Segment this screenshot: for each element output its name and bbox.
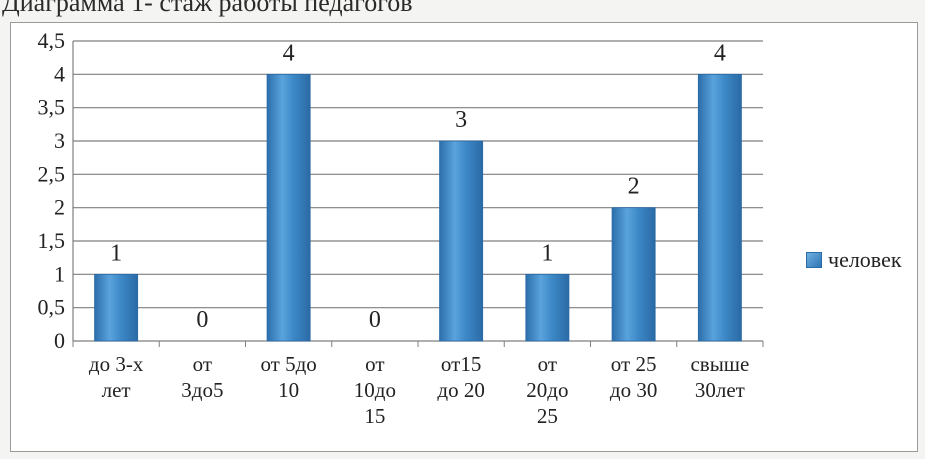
chart-frame: 0 0,5 1 1,5 2 2,5 3 3,5 4 4,5 1 0 4 0 3 1 2 4 до 3-х лет о… xyxy=(10,22,918,452)
bar-chart: 0 0,5 1 1,5 2 2,5 3 3,5 4 4,5 1 0 4 0 3 1 2 4 до 3-х лет о… xyxy=(38,28,764,428)
x-axis: до 3-х лет от 3до5 от 5до 10 от 10до 15 от15 до 20… xyxy=(72,341,764,428)
y-tick-label: 3,5 xyxy=(38,95,66,120)
data-label: 4 xyxy=(714,40,726,66)
category-label: от 5до 10 xyxy=(260,352,316,402)
bar xyxy=(266,73,311,342)
data-label: 4 xyxy=(283,40,295,66)
page-title: Диаграмма 1- стаж работы педагогов xyxy=(2,0,413,17)
category-label: от 20до 25 xyxy=(526,352,568,428)
category-label: от15 до 20 xyxy=(437,352,484,402)
category-label: от 3до5 xyxy=(181,352,223,402)
legend: человек xyxy=(806,247,902,273)
data-label: 3 xyxy=(455,107,467,133)
bar xyxy=(611,207,656,342)
data-label: 2 xyxy=(628,174,640,200)
y-axis: 0 0,5 1 1,5 2 2,5 3 3,5 4 4,5 xyxy=(38,28,74,353)
bar xyxy=(525,273,570,342)
data-labels: 1 0 4 0 3 1 2 4 xyxy=(110,40,726,333)
bar xyxy=(439,140,484,342)
category-label: от 10до 15 xyxy=(354,352,396,428)
y-tick-label: 2,5 xyxy=(38,161,66,186)
y-tick-label: 0 xyxy=(54,328,65,353)
bars xyxy=(94,73,742,342)
category-label: от 25 до 30 xyxy=(610,352,657,402)
data-label: 1 xyxy=(110,240,122,266)
bar xyxy=(94,273,139,342)
y-tick-label: 4 xyxy=(54,61,65,86)
data-label: 0 xyxy=(196,307,208,333)
category-label: до 3-х лет xyxy=(89,352,144,402)
bar xyxy=(697,73,742,342)
data-label: 1 xyxy=(541,240,553,266)
y-tick-label: 3 xyxy=(54,128,65,153)
y-tick-label: 1 xyxy=(54,261,65,286)
y-tick-label: 4,5 xyxy=(38,28,66,53)
data-label: 0 xyxy=(369,307,381,333)
y-tick-label: 2 xyxy=(54,195,65,220)
category-label: свыше 30лет xyxy=(690,352,749,402)
legend-label: человек xyxy=(828,247,902,272)
y-tick-label: 1,5 xyxy=(38,228,66,253)
y-tick-label: 0,5 xyxy=(38,295,66,320)
legend-swatch xyxy=(806,252,822,268)
grid-lines xyxy=(73,40,763,342)
